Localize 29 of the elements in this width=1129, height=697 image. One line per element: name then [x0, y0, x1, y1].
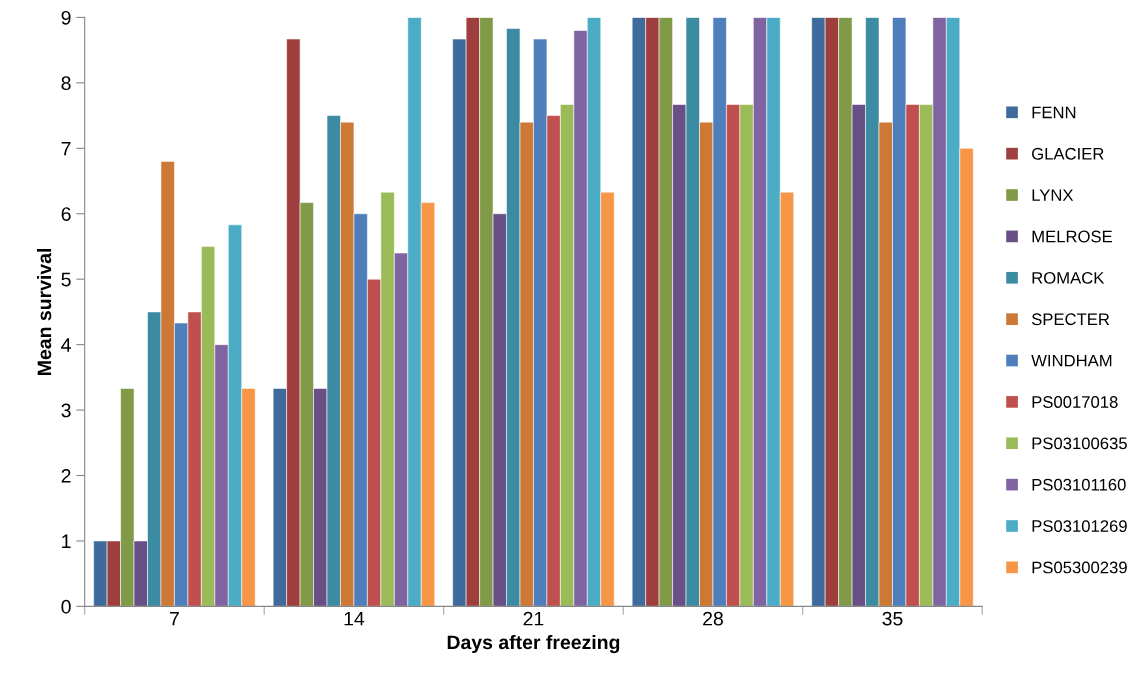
y-tick-label: 0	[61, 599, 71, 614]
y-tick-label: 5	[61, 272, 71, 287]
legend-label: MELROSE	[1032, 230, 1112, 243]
x-tick-label: 14	[344, 611, 365, 626]
y-tick-label: 8	[61, 76, 71, 91]
legend-label: PS05300239	[1032, 561, 1127, 574]
legend-label: FENN	[1032, 106, 1076, 119]
y-tick-label: 4	[61, 338, 71, 352]
y-tick-label: 9	[61, 10, 71, 25]
legend-label: SPECTER	[1031, 313, 1110, 326]
y-tick-label: 3	[61, 403, 71, 418]
y-tick-label: 1	[62, 534, 71, 548]
x-tick-label: 21	[523, 611, 544, 626]
x-tick-label: 28	[703, 611, 723, 626]
x-axis-title: Days after freezing	[447, 634, 620, 654]
y-axis-title: Mean survival	[36, 248, 52, 375]
legend-label: WINDHAM	[1031, 354, 1112, 367]
y-tick-label: 7	[61, 141, 71, 156]
legend-label: LYNX	[1032, 189, 1074, 201]
y-tick-label: 2	[61, 468, 71, 483]
legend-label: GLACIER	[1032, 147, 1104, 160]
x-tick-label: 7	[170, 611, 179, 626]
legend-label: PS03101160	[1032, 478, 1126, 491]
legend-label: ROMACK	[1032, 271, 1105, 284]
legend-label: PS03101269	[1032, 520, 1127, 532]
x-tick-label: 35	[882, 611, 903, 626]
y-tick-label: 6	[61, 207, 71, 221]
legend-label: PS0017018	[1032, 396, 1118, 408]
legend-label: PS03100635	[1032, 437, 1127, 450]
